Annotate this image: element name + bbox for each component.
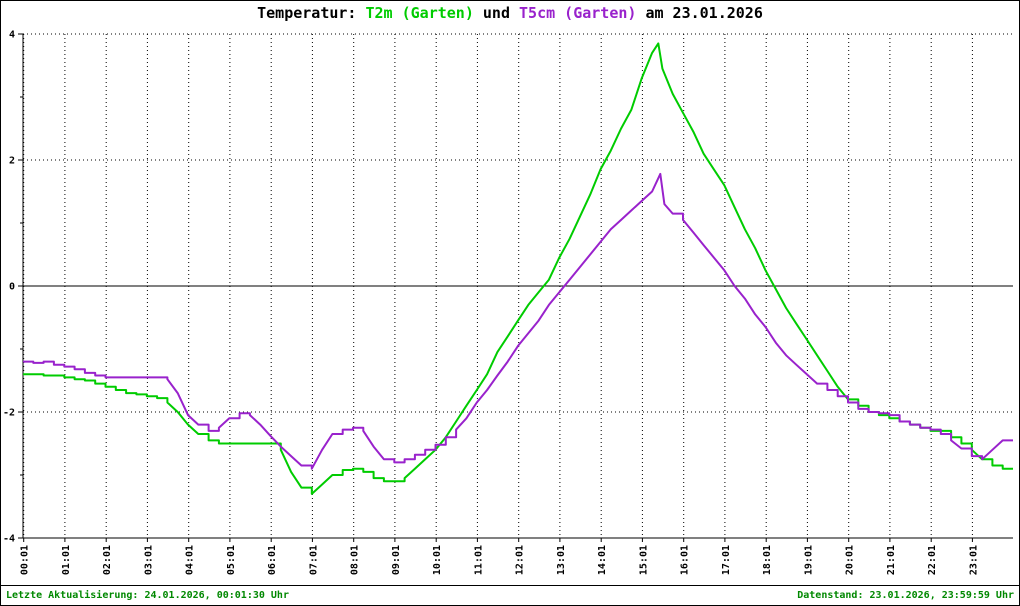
t5cm-series-line xyxy=(23,172,1013,470)
x-tick-label: 01:01 xyxy=(61,545,72,575)
x-tick-label: 05:01 xyxy=(226,545,237,575)
x-tick-label: 17:01 xyxy=(721,545,732,575)
x-tick-label: 12:01 xyxy=(515,545,526,575)
x-tick-label: 00:01 xyxy=(20,545,31,575)
title-series-t2m-label: T2m (Garten) xyxy=(365,4,474,22)
x-tick-label: 09:01 xyxy=(391,545,402,575)
x-tick-label: 15:01 xyxy=(638,545,649,575)
x-tick-label: 13:01 xyxy=(556,545,567,575)
x-tick-label: 19:01 xyxy=(803,545,814,575)
y-tick-label: -4 xyxy=(3,534,15,545)
x-tick-label: 07:01 xyxy=(308,545,319,575)
footer-bar: Letzte Aktualisierung: 24.01.2026, 00:01… xyxy=(1,585,1019,605)
title-mid: und xyxy=(473,4,520,22)
x-tick-label: 10:01 xyxy=(432,545,443,575)
series-lines xyxy=(23,42,1013,495)
last-update-text: Letzte Aktualisierung: 24.01.2026, 00:01… xyxy=(6,590,289,601)
x-tick-label: 18:01 xyxy=(762,545,773,575)
y-tick-label: 4 xyxy=(9,30,15,41)
t2m-series-line xyxy=(23,42,1013,495)
x-tick-label: 03:01 xyxy=(143,545,154,575)
x-tick-label: 11:01 xyxy=(473,545,484,575)
x-tick-label: 08:01 xyxy=(350,545,361,575)
title-prefix: Temperatur: xyxy=(257,4,366,22)
title-series-t5cm-label: T5cm (Garten) xyxy=(519,4,637,22)
x-tick-label: 20:01 xyxy=(845,545,856,575)
x-tick-label: 06:01 xyxy=(267,545,278,575)
y-tick-label: -2 xyxy=(3,408,15,419)
x-tick-label: 22:01 xyxy=(927,545,938,575)
x-tick-label: 23:01 xyxy=(968,545,979,575)
data-timestamp-text: Datenstand: 23.01.2026, 23:59:59 Uhr xyxy=(797,590,1014,601)
x-tick-label: 02:01 xyxy=(102,545,113,575)
x-tick-label: 16:01 xyxy=(680,545,691,575)
x-tick-label: 04:01 xyxy=(185,545,196,575)
y-tick-label: 2 xyxy=(9,156,15,167)
x-tick-label: 14:01 xyxy=(597,545,608,575)
y-axis: -4 -2 0 2 4 xyxy=(3,30,24,545)
x-tick-label: 21:01 xyxy=(886,545,897,575)
x-axis: 00:01 01:01 02:01 03:01 04:01 05:01 06:01 07:01… xyxy=(20,537,1013,575)
title-suffix: am 23.01.2026 xyxy=(636,4,763,22)
y-tick-label: 0 xyxy=(9,282,15,293)
chart-title: Temperatur: T2m (Garten) und T5cm (Garte… xyxy=(1,4,1019,22)
